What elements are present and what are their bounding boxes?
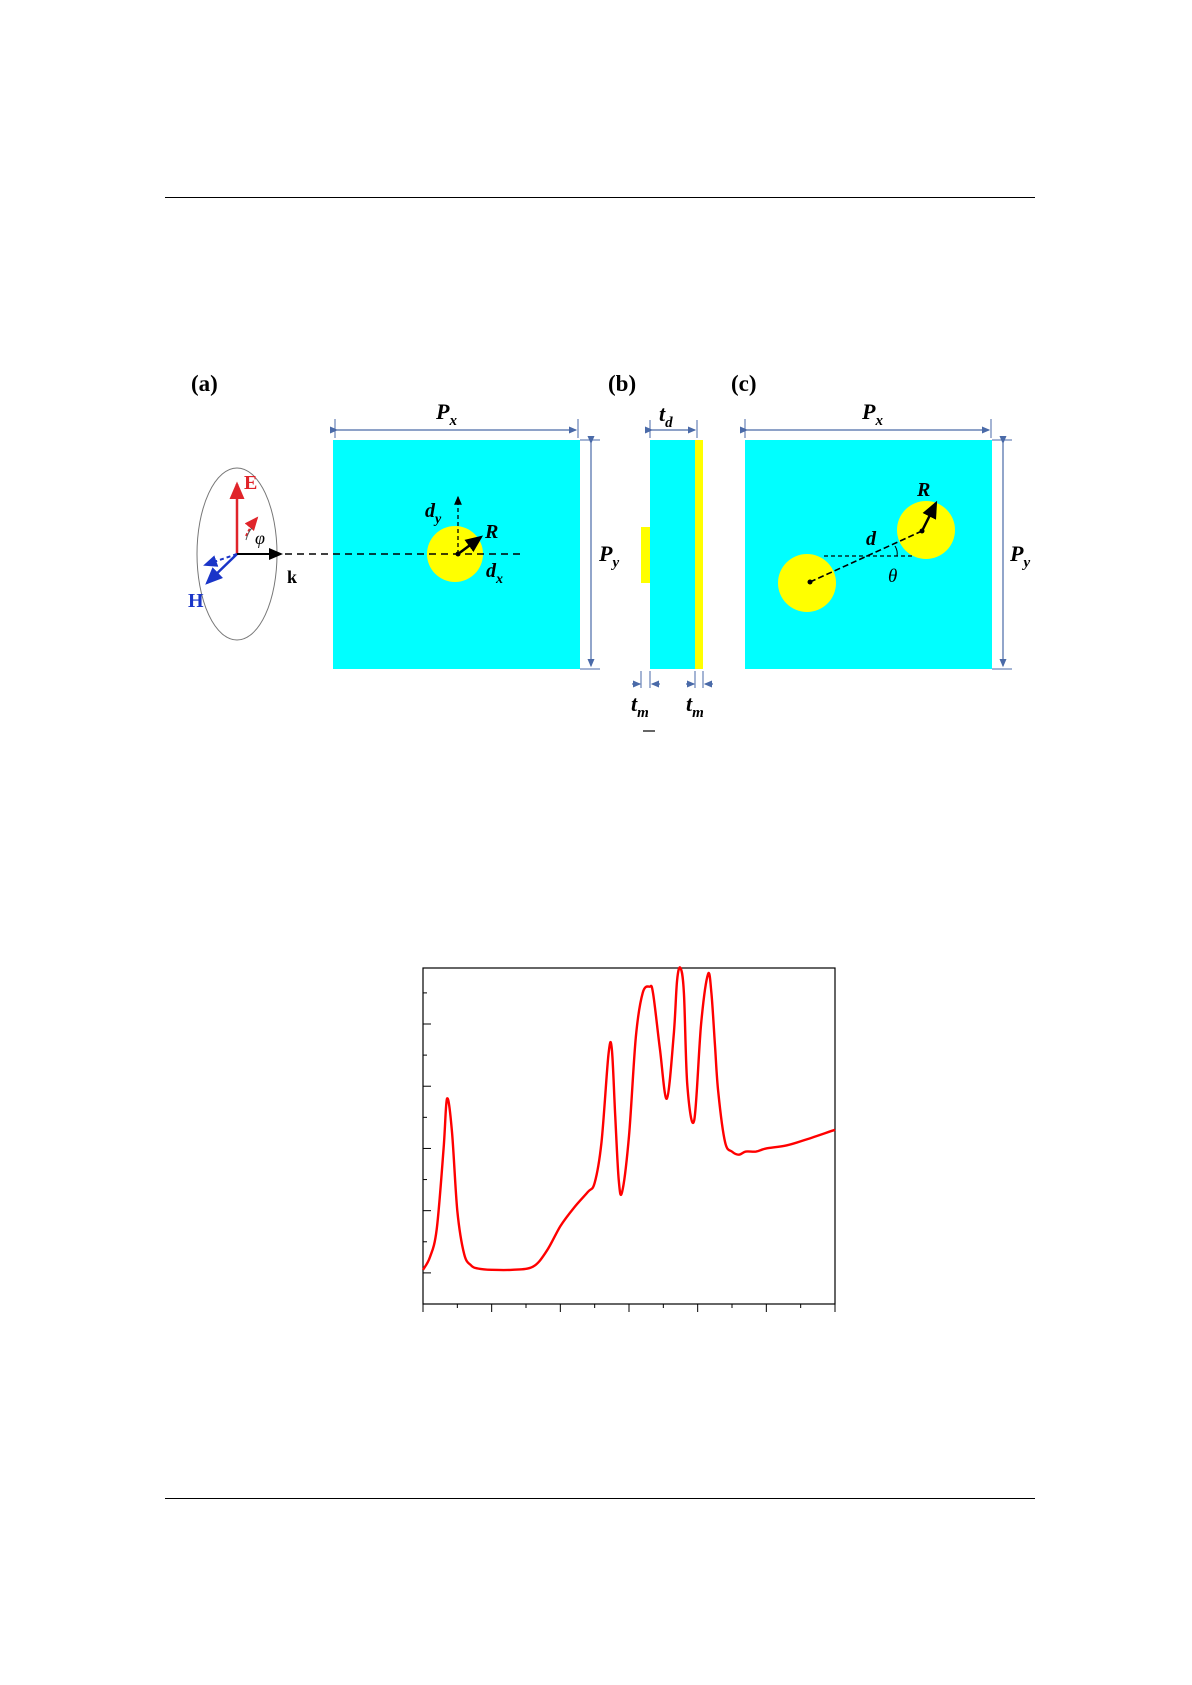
panel-b: td tm tm: [631, 401, 713, 732]
h-label: H: [188, 590, 204, 612]
panel-a: dy R dx Px Py: [329, 399, 619, 670]
figure-1: (a) (b) (c) E H k φ dy R: [188, 371, 1030, 732]
b-td-label: td: [659, 401, 673, 431]
c-radius-arrow: [920, 500, 938, 532]
h-field-arrow: [205, 553, 238, 585]
dx-label: dx: [486, 560, 503, 587]
panel-c-disk-left: [778, 554, 836, 612]
dy-label: dy: [425, 500, 442, 527]
c-py-label: Py: [1009, 541, 1030, 571]
panel-c-disk-right: [897, 501, 955, 559]
panel-b-substrate: [650, 440, 695, 669]
panel-b-label: (b): [608, 371, 636, 396]
a-radius-arrow: [457, 535, 484, 556]
phi-label: φ: [255, 528, 265, 548]
b-tm-right-label: tm: [686, 691, 704, 721]
panel-a-label: (a): [191, 371, 218, 396]
b-tm-left-label: tm: [631, 691, 649, 721]
c-px-label: Px: [861, 399, 883, 429]
c-d-label: d: [866, 528, 877, 550]
c-separation-line: [809, 530, 923, 583]
panel-b-front-metal: [641, 527, 650, 583]
chart-ticks: [422, 992, 836, 1312]
c-right-center: [919, 528, 925, 534]
spectrum-chart: [421, 966, 836, 1312]
k-label: k: [287, 567, 297, 587]
e-label: E: [244, 472, 257, 494]
polarization-diagram: E H k φ: [188, 467, 297, 641]
panel-c: R d θ Px Py: [739, 399, 1030, 670]
phi-arc: [245, 527, 253, 541]
panel-b-back-metal: [695, 440, 703, 669]
c-left-center: [807, 579, 813, 585]
a-r-label: R: [484, 521, 498, 543]
c-theta-label: θ: [888, 566, 897, 587]
a-py-label: Py: [598, 541, 619, 571]
c-theta-arc: [894, 545, 898, 557]
footer-rule: [165, 1498, 1035, 1499]
a-px-label: Px: [435, 399, 457, 429]
h-rotation-arrow: [203, 553, 238, 567]
a-disk-center: [455, 551, 461, 557]
series-line: [421, 966, 836, 1272]
e-rotation-arrow: [244, 516, 259, 537]
header-rule: [165, 197, 1035, 198]
c-r-label: R: [916, 479, 930, 501]
panel-c-label: (c): [731, 371, 757, 396]
